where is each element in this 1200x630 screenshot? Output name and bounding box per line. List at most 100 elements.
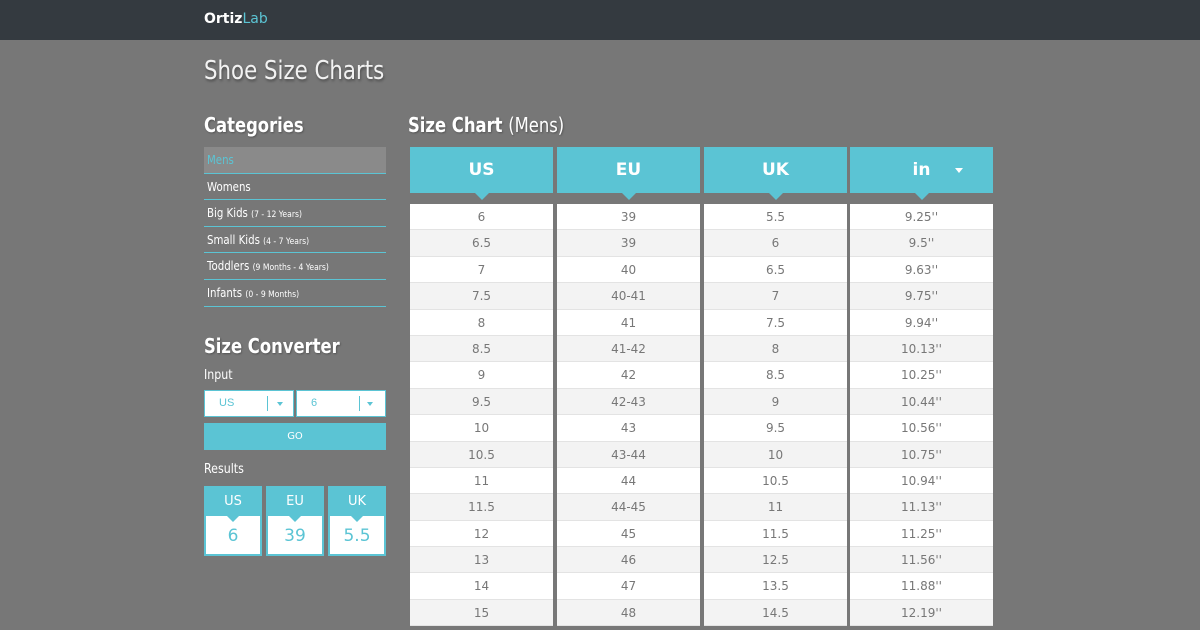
category-item-mens[interactable]: Mens <box>204 147 386 174</box>
column-body: 6 6.5 7 7.5 8 8.5 9 9.5 10 10.5 11 11.5 12 13 14 15 <box>410 204 553 627</box>
chevron-down-icon <box>277 402 283 406</box>
table-cell: 10.94'' <box>850 467 993 495</box>
table-cell: 12.19'' <box>850 599 993 627</box>
category-item-infants[interactable]: Infants (0 - 9 Months) <box>204 280 386 307</box>
table-cell: 45 <box>557 520 700 548</box>
size-column-eu: EU 39 39 40 40-41 41 41-42 42 42-43 43 43-44 44 44-4… <box>557 147 700 627</box>
table-cell: 7.5 <box>410 283 553 310</box>
category-label: Womens <box>207 179 251 194</box>
table-cell: 14.5 <box>704 599 847 627</box>
size-value: 6 <box>311 397 318 409</box>
table-cell: 10.75'' <box>850 441 993 468</box>
size-column-us: US 6 6.5 7 7.5 8 8.5 9 9.5 10 10.5 11 11.5 12 13 14 15 <box>410 147 553 627</box>
table-cell: 10.44'' <box>850 388 993 416</box>
table-cell: 47 <box>557 573 700 600</box>
table-cell: 41-42 <box>557 335 700 363</box>
category-item-content: Mens <box>207 147 234 173</box>
table-cell: 46 <box>557 547 700 574</box>
column-body: 9.25'' 9.5'' 9.63'' 9.75'' 9.94'' 10.13'' 10.2… <box>850 204 993 627</box>
category-item-big-kids[interactable]: Big Kids (7 - 12 Years) <box>204 200 386 227</box>
size-system-select[interactable]: US <box>204 390 294 417</box>
table-cell: 10.25'' <box>850 362 993 389</box>
column-header-label: EU <box>615 160 642 180</box>
category-item-content: Infants (0 - 9 Months) <box>207 280 299 308</box>
category-label: Big Kids <box>207 206 248 221</box>
page-title: Shoe Size Charts <box>204 56 385 86</box>
size-column-uk: UK 5.5 6 6.5 7 7.5 8 8.5 9 9.5 10 10.5 11 11.5 12.5 13.… <box>704 147 847 627</box>
table-cell: 43-44 <box>557 441 700 468</box>
column-header-label: UK <box>762 160 789 180</box>
table-cell: 42 <box>557 362 700 389</box>
table-cell: 11.56'' <box>850 547 993 574</box>
table-cell: 9.5 <box>704 415 847 442</box>
select-divider <box>267 396 268 411</box>
column-header-label: in <box>912 160 931 180</box>
size-chart-title: Size Chart <box>408 113 503 137</box>
category-label: Small Kids <box>207 232 260 247</box>
table-cell: 11.5 <box>410 494 553 521</box>
result-us: US 6 <box>204 486 262 556</box>
brand-logo[interactable]: OrtizLab <box>204 11 268 27</box>
table-cell: 39 <box>557 204 700 231</box>
table-cell: 13.5 <box>704 573 847 600</box>
table-cell: 14 <box>410 573 553 600</box>
table-cell: 11.25'' <box>850 520 993 548</box>
table-cell: 8.5 <box>704 362 847 389</box>
table-cell: 10.5 <box>704 467 847 495</box>
size-value-select[interactable]: 6 <box>296 390 386 417</box>
column-header-in[interactable]: in <box>850 147 993 200</box>
table-cell: 6.5 <box>410 230 553 257</box>
category-age-range: (7 - 12 Years) <box>251 210 302 221</box>
column-header-us: US <box>410 147 553 200</box>
categories-list: Mens Womens Big Kids (7 - 12 Years) Small K… <box>204 147 386 307</box>
brand-name-secondary: Lab <box>242 11 268 27</box>
column-header-uk: UK <box>704 147 847 200</box>
result-uk-label: UK <box>330 488 384 522</box>
table-cell: 10.56'' <box>850 415 993 442</box>
table-cell: 9.94'' <box>850 309 993 336</box>
result-eu-value: 39 <box>284 526 306 546</box>
table-cell: 11.88'' <box>850 573 993 600</box>
table-cell: 43 <box>557 415 700 442</box>
table-cell: 6.5 <box>704 256 847 284</box>
table-cell: 11.13'' <box>850 494 993 521</box>
chevron-down-icon <box>367 402 373 406</box>
table-cell: 6 <box>410 204 553 231</box>
size-column-in: in 9.25'' 9.5'' 9.63'' 9.75'' 9.94'' 10.13'' 10… <box>850 147 993 627</box>
category-item-toddlers[interactable]: Toddlers (9 Months - 4 Years) <box>204 253 386 280</box>
column-header-eu: EU <box>557 147 700 200</box>
result-us-label: US <box>206 488 260 522</box>
table-cell: 10.5 <box>410 441 553 468</box>
table-cell: 10 <box>410 415 553 442</box>
category-age-range: (9 Months - 4 Years) <box>252 263 329 274</box>
table-cell: 10 <box>704 441 847 468</box>
category-age-range: (4 - 7 Years) <box>263 236 310 247</box>
go-button[interactable]: GO <box>204 423 386 450</box>
table-cell: 11 <box>704 494 847 521</box>
result-eu: EU 39 <box>266 486 324 556</box>
chevron-down-icon[interactable] <box>955 168 963 173</box>
table-cell: 10.13'' <box>850 335 993 363</box>
table-cell: 8 <box>704 335 847 363</box>
table-cell: 7.5 <box>704 309 847 336</box>
table-cell: 15 <box>410 599 553 627</box>
table-cell: 9.5'' <box>850 230 993 257</box>
size-chart-heading: Size Chart (Mens) <box>408 113 564 137</box>
table-cell: 40-41 <box>557 283 700 310</box>
size-chart-subtitle: (Mens) <box>508 113 565 137</box>
table-cell: 13 <box>410 547 553 574</box>
table-cell: 7 <box>704 283 847 310</box>
category-item-small-kids[interactable]: Small Kids (4 - 7 Years) <box>204 227 386 254</box>
category-item-content: Small Kids (4 - 7 Years) <box>207 227 309 255</box>
table-cell: 41 <box>557 309 700 336</box>
result-uk: UK 5.5 <box>328 486 386 556</box>
column-body: 5.5 6 6.5 7 7.5 8 8.5 9 9.5 10 10.5 11 11.5 12.5 13.5 1… <box>704 204 847 627</box>
top-navbar: OrtizLab <box>0 0 1200 40</box>
table-cell: 12.5 <box>704 547 847 574</box>
table-cell: 5.5 <box>704 204 847 231</box>
select-divider <box>359 396 360 411</box>
table-cell: 11.5 <box>704 520 847 548</box>
column-header-label: US <box>468 160 495 180</box>
size-converter-heading: Size Converter <box>204 334 340 358</box>
category-item-womens[interactable]: Womens <box>204 174 386 201</box>
